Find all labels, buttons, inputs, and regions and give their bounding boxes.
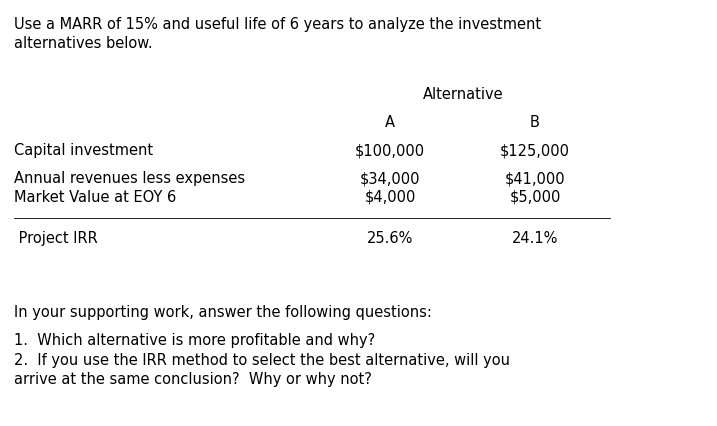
Text: In your supporting work, answer the following questions:: In your supporting work, answer the foll… <box>14 305 432 320</box>
Text: Market Value at EOY 6: Market Value at EOY 6 <box>14 190 176 205</box>
Text: $4,000: $4,000 <box>364 190 416 205</box>
Text: $34,000: $34,000 <box>360 171 420 186</box>
Text: $41,000: $41,000 <box>505 171 565 186</box>
Text: arrive at the same conclusion?  Why or why not?: arrive at the same conclusion? Why or wh… <box>14 372 372 387</box>
Text: Project IRR: Project IRR <box>14 231 98 246</box>
Text: $100,000: $100,000 <box>355 143 425 158</box>
Text: 2.  If you use the IRR method to select the best alternative, will you: 2. If you use the IRR method to select t… <box>14 353 510 368</box>
Text: 24.1%: 24.1% <box>512 231 559 246</box>
Text: 1.  Which alternative is more profitable and why?: 1. Which alternative is more profitable … <box>14 333 375 348</box>
Text: Use a MARR of 15% and useful life of 6 years to analyze the investment: Use a MARR of 15% and useful life of 6 y… <box>14 17 541 32</box>
Text: Capital investment: Capital investment <box>14 143 153 158</box>
Text: $5,000: $5,000 <box>509 190 561 205</box>
Text: alternatives below.: alternatives below. <box>14 36 153 51</box>
Text: $125,000: $125,000 <box>500 143 570 158</box>
Text: Annual revenues less expenses: Annual revenues less expenses <box>14 171 245 186</box>
Text: Alternative: Alternative <box>423 87 503 102</box>
Text: A: A <box>385 115 395 130</box>
Text: B: B <box>530 115 540 130</box>
Text: 25.6%: 25.6% <box>367 231 413 246</box>
